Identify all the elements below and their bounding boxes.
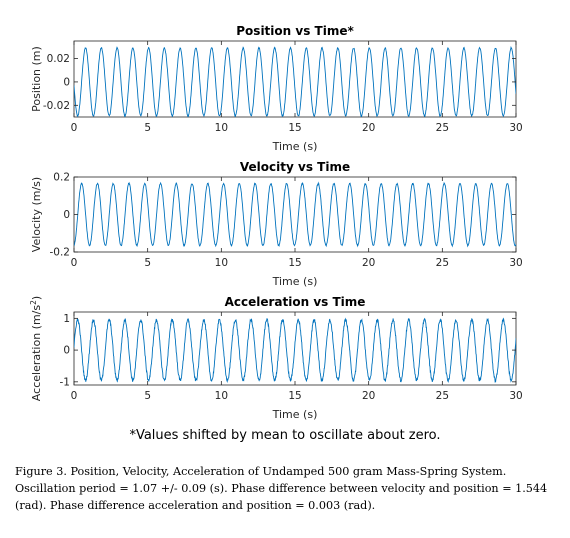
axes-box <box>74 177 516 252</box>
y-tick-label: 0.2 <box>53 172 70 184</box>
y-axis-label: Acceleration (m/s2) <box>29 296 44 401</box>
x-axis-label: Time (s) <box>272 275 318 288</box>
x-tick-label: 0 <box>71 390 78 402</box>
x-tick-label: 5 <box>144 122 151 134</box>
x-tick-label: 30 <box>509 122 522 134</box>
x-tick-label: 0 <box>71 257 78 269</box>
y-tick-label: 1 <box>63 313 70 325</box>
x-tick-label: 0 <box>71 122 78 134</box>
footnote: *Values shifted by mean to oscillate abo… <box>0 428 570 443</box>
x-axis-label: Time (s) <box>272 408 318 421</box>
x-tick-label: 5 <box>144 257 151 269</box>
x-tick-label: 10 <box>215 257 228 269</box>
y-tick-label: 0 <box>63 345 70 357</box>
y-axis-label-end: ) <box>30 296 43 300</box>
x-axis-label: Time (s) <box>272 140 318 153</box>
chart-title: Acceleration vs Time <box>225 295 366 309</box>
x-tick-label: 5 <box>144 390 151 402</box>
x-tick-label: 15 <box>288 122 301 134</box>
y-tick-label: 0 <box>63 76 70 88</box>
y-tick-label: -0.2 <box>50 247 71 259</box>
x-tick-label: 25 <box>436 122 449 134</box>
x-tick-label: 10 <box>215 390 228 402</box>
x-tick-label: 30 <box>509 257 522 269</box>
y-axis-label: Velocity (m/s) <box>30 177 43 252</box>
x-tick-label: 20 <box>362 257 375 269</box>
x-tick-label: 15 <box>288 257 301 269</box>
figure-caption: Figure 3. Position, Velocity, Accelerati… <box>15 463 555 514</box>
chart-title: Position vs Time* <box>236 24 354 38</box>
y-tick-label: 0.02 <box>47 53 70 65</box>
y-axis-label: Position (m) <box>30 46 43 112</box>
x-tick-label: 30 <box>509 390 522 402</box>
x-tick-label: 20 <box>362 122 375 134</box>
x-tick-label: 15 <box>288 390 301 402</box>
x-tick-label: 25 <box>436 257 449 269</box>
x-tick-label: 20 <box>362 390 375 402</box>
x-tick-label: 10 <box>215 122 228 134</box>
y-tick-label: 0 <box>63 209 70 221</box>
x-tick-label: 25 <box>436 390 449 402</box>
y-tick-label: -1 <box>60 376 70 388</box>
y-tick-label: -0.02 <box>43 100 70 112</box>
chart-title: Velocity vs Time <box>240 160 350 174</box>
